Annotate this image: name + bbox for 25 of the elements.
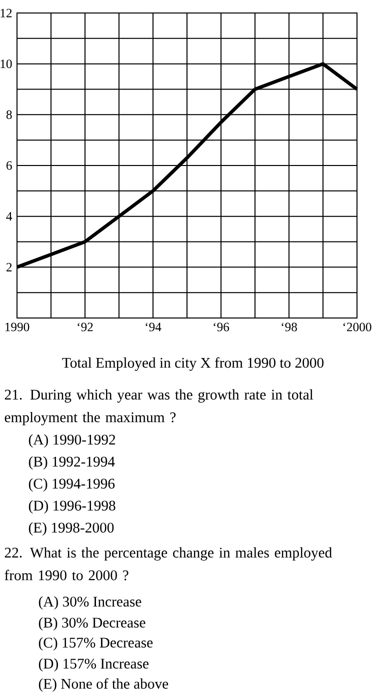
text: (D) 1996-1998	[28, 500, 116, 514]
x-tick-label: ‘94	[146, 322, 162, 332]
text: Total Employed in city X from 1990 to 2000	[62, 357, 324, 371]
text: (A) 30% Increase	[38, 596, 142, 610]
text: (A) 1990-1992	[28, 434, 116, 448]
text: (B) 30% Decrease	[38, 617, 146, 631]
x-tick-label: 1990	[5, 322, 30, 332]
x-tick-label: ‘92	[78, 322, 93, 332]
text: (E) None of the above	[38, 678, 168, 692]
text: 21. During which year was the growth rate in total employment the maximum ?	[4, 389, 314, 426]
x-tick-label: ‘2000	[343, 322, 372, 332]
text: (C) 157% Decrease	[38, 637, 153, 651]
text: (C) 1994-1996	[28, 478, 115, 492]
y-tick-label: 8	[6, 110, 12, 119]
y-tick-label: 2	[6, 262, 12, 272]
y-tick-label: 10	[0, 60, 12, 68]
y-tick-label: 6	[6, 161, 12, 170]
x-tick-label: ‘96	[214, 322, 230, 332]
y-tick-label: 12	[0, 8, 12, 18]
x-tick-label: ‘98	[282, 322, 297, 332]
text: (E) 1998-2000	[28, 522, 114, 536]
text: (D) 157% Increase	[38, 658, 149, 672]
text: (B) 1992-1994	[28, 456, 115, 470]
text: 22. What is the percentage change in males employed from 1990 to 2000 ?	[4, 547, 332, 580]
y-tick-label: 4	[6, 212, 12, 221]
